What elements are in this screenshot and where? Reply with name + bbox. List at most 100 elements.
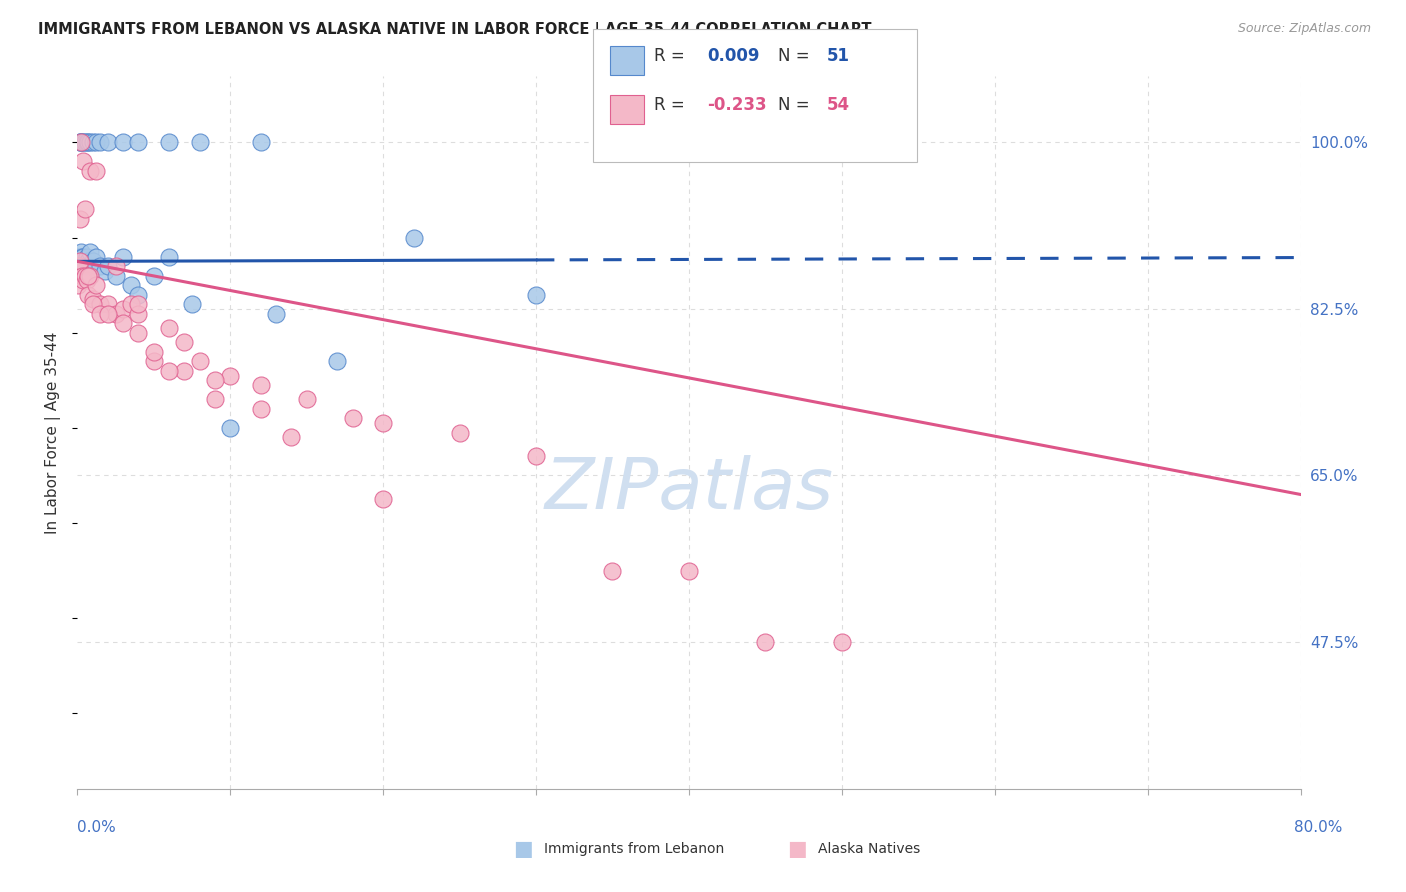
Text: Alaska Natives: Alaska Natives (818, 842, 921, 856)
Point (84, 250, 107, 264)
Point (89, 259, 111, 273)
Text: Immigrants from Lebanon: Immigrants from Lebanon (544, 842, 724, 856)
Point (70, 244, 93, 259)
Point (77, 287, 100, 301)
Point (67, 259, 90, 273)
Point (69, 254, 91, 268)
Point (128, 136, 150, 150)
Point (84, 136, 107, 150)
Point (112, 301, 135, 316)
Point (72, 254, 94, 268)
Point (79, 136, 101, 150)
Text: -0.233: -0.233 (707, 96, 766, 114)
Point (188, 136, 211, 150)
Point (89, 297, 111, 311)
Point (97, 297, 120, 311)
Text: ZIPatlas: ZIPatlas (544, 455, 834, 524)
Point (67, 254, 90, 268)
Point (219, 421, 242, 435)
Point (112, 136, 135, 150)
Point (754, 635, 776, 649)
Point (77, 254, 100, 268)
Point (181, 297, 204, 311)
Point (73, 259, 96, 273)
Point (70, 136, 93, 150)
Text: 0.009: 0.009 (707, 47, 759, 65)
Text: 0.0%: 0.0% (77, 821, 117, 835)
Point (69, 259, 91, 273)
Text: ■: ■ (513, 839, 533, 859)
Point (67, 254, 90, 268)
Point (524, 287, 547, 301)
Point (264, 307, 287, 321)
Text: 80.0%: 80.0% (1295, 821, 1343, 835)
Point (250, 136, 273, 150)
Text: 54: 54 (827, 96, 849, 114)
Point (69, 136, 91, 150)
Point (70, 250, 93, 264)
Point (831, 635, 853, 649)
Point (112, 250, 135, 264)
Point (73, 268, 96, 283)
Point (250, 401, 273, 416)
Text: R =: R = (654, 47, 685, 65)
Point (73, 202, 96, 216)
Text: IMMIGRANTS FROM LEBANON VS ALASKA NATIVE IN LABOR FORCE | AGE 35-44 CORRELATION : IMMIGRANTS FROM LEBANON VS ALASKA NATIVE… (38, 22, 872, 38)
Point (72, 136, 94, 150)
Point (67, 250, 90, 264)
Point (204, 392, 226, 407)
Point (79, 268, 101, 283)
Point (89, 136, 111, 150)
Point (72, 154, 94, 169)
Text: N =: N = (778, 96, 808, 114)
Point (128, 307, 150, 321)
Point (371, 492, 394, 507)
Point (70, 136, 93, 150)
Point (80, 259, 103, 273)
Point (70, 268, 93, 283)
Point (77, 268, 100, 283)
Point (204, 373, 226, 387)
Point (173, 364, 195, 378)
Point (67, 259, 90, 273)
Point (104, 259, 127, 273)
Point (157, 136, 180, 150)
Text: R =: R = (654, 96, 685, 114)
Point (104, 268, 127, 283)
Point (142, 354, 165, 368)
Point (402, 230, 425, 244)
Point (72, 273, 94, 287)
Point (69, 136, 91, 150)
Point (69, 254, 91, 268)
Point (142, 344, 165, 359)
Point (219, 368, 242, 383)
Text: 51: 51 (827, 47, 849, 65)
Point (67, 278, 90, 293)
Y-axis label: In Labor Force | Age 35-44: In Labor Force | Age 35-44 (45, 332, 62, 533)
Point (524, 450, 547, 464)
Point (120, 297, 142, 311)
Point (69, 211, 91, 226)
Point (84, 164, 107, 178)
Point (97, 136, 120, 150)
Point (70, 136, 93, 150)
Point (280, 430, 302, 444)
Point (602, 564, 624, 578)
Text: ■: ■ (787, 839, 807, 859)
Point (128, 326, 150, 340)
Point (449, 425, 471, 440)
Point (77, 136, 100, 150)
Point (97, 259, 120, 273)
Point (157, 321, 180, 335)
Point (157, 364, 180, 378)
Point (112, 316, 135, 330)
Point (76, 250, 98, 264)
Point (82, 293, 104, 307)
Point (79, 164, 101, 178)
Point (188, 354, 211, 368)
Text: Source: ZipAtlas.com: Source: ZipAtlas.com (1237, 22, 1371, 36)
Text: N =: N = (778, 47, 808, 65)
Point (250, 378, 273, 392)
Point (82, 254, 104, 268)
Point (295, 392, 318, 407)
